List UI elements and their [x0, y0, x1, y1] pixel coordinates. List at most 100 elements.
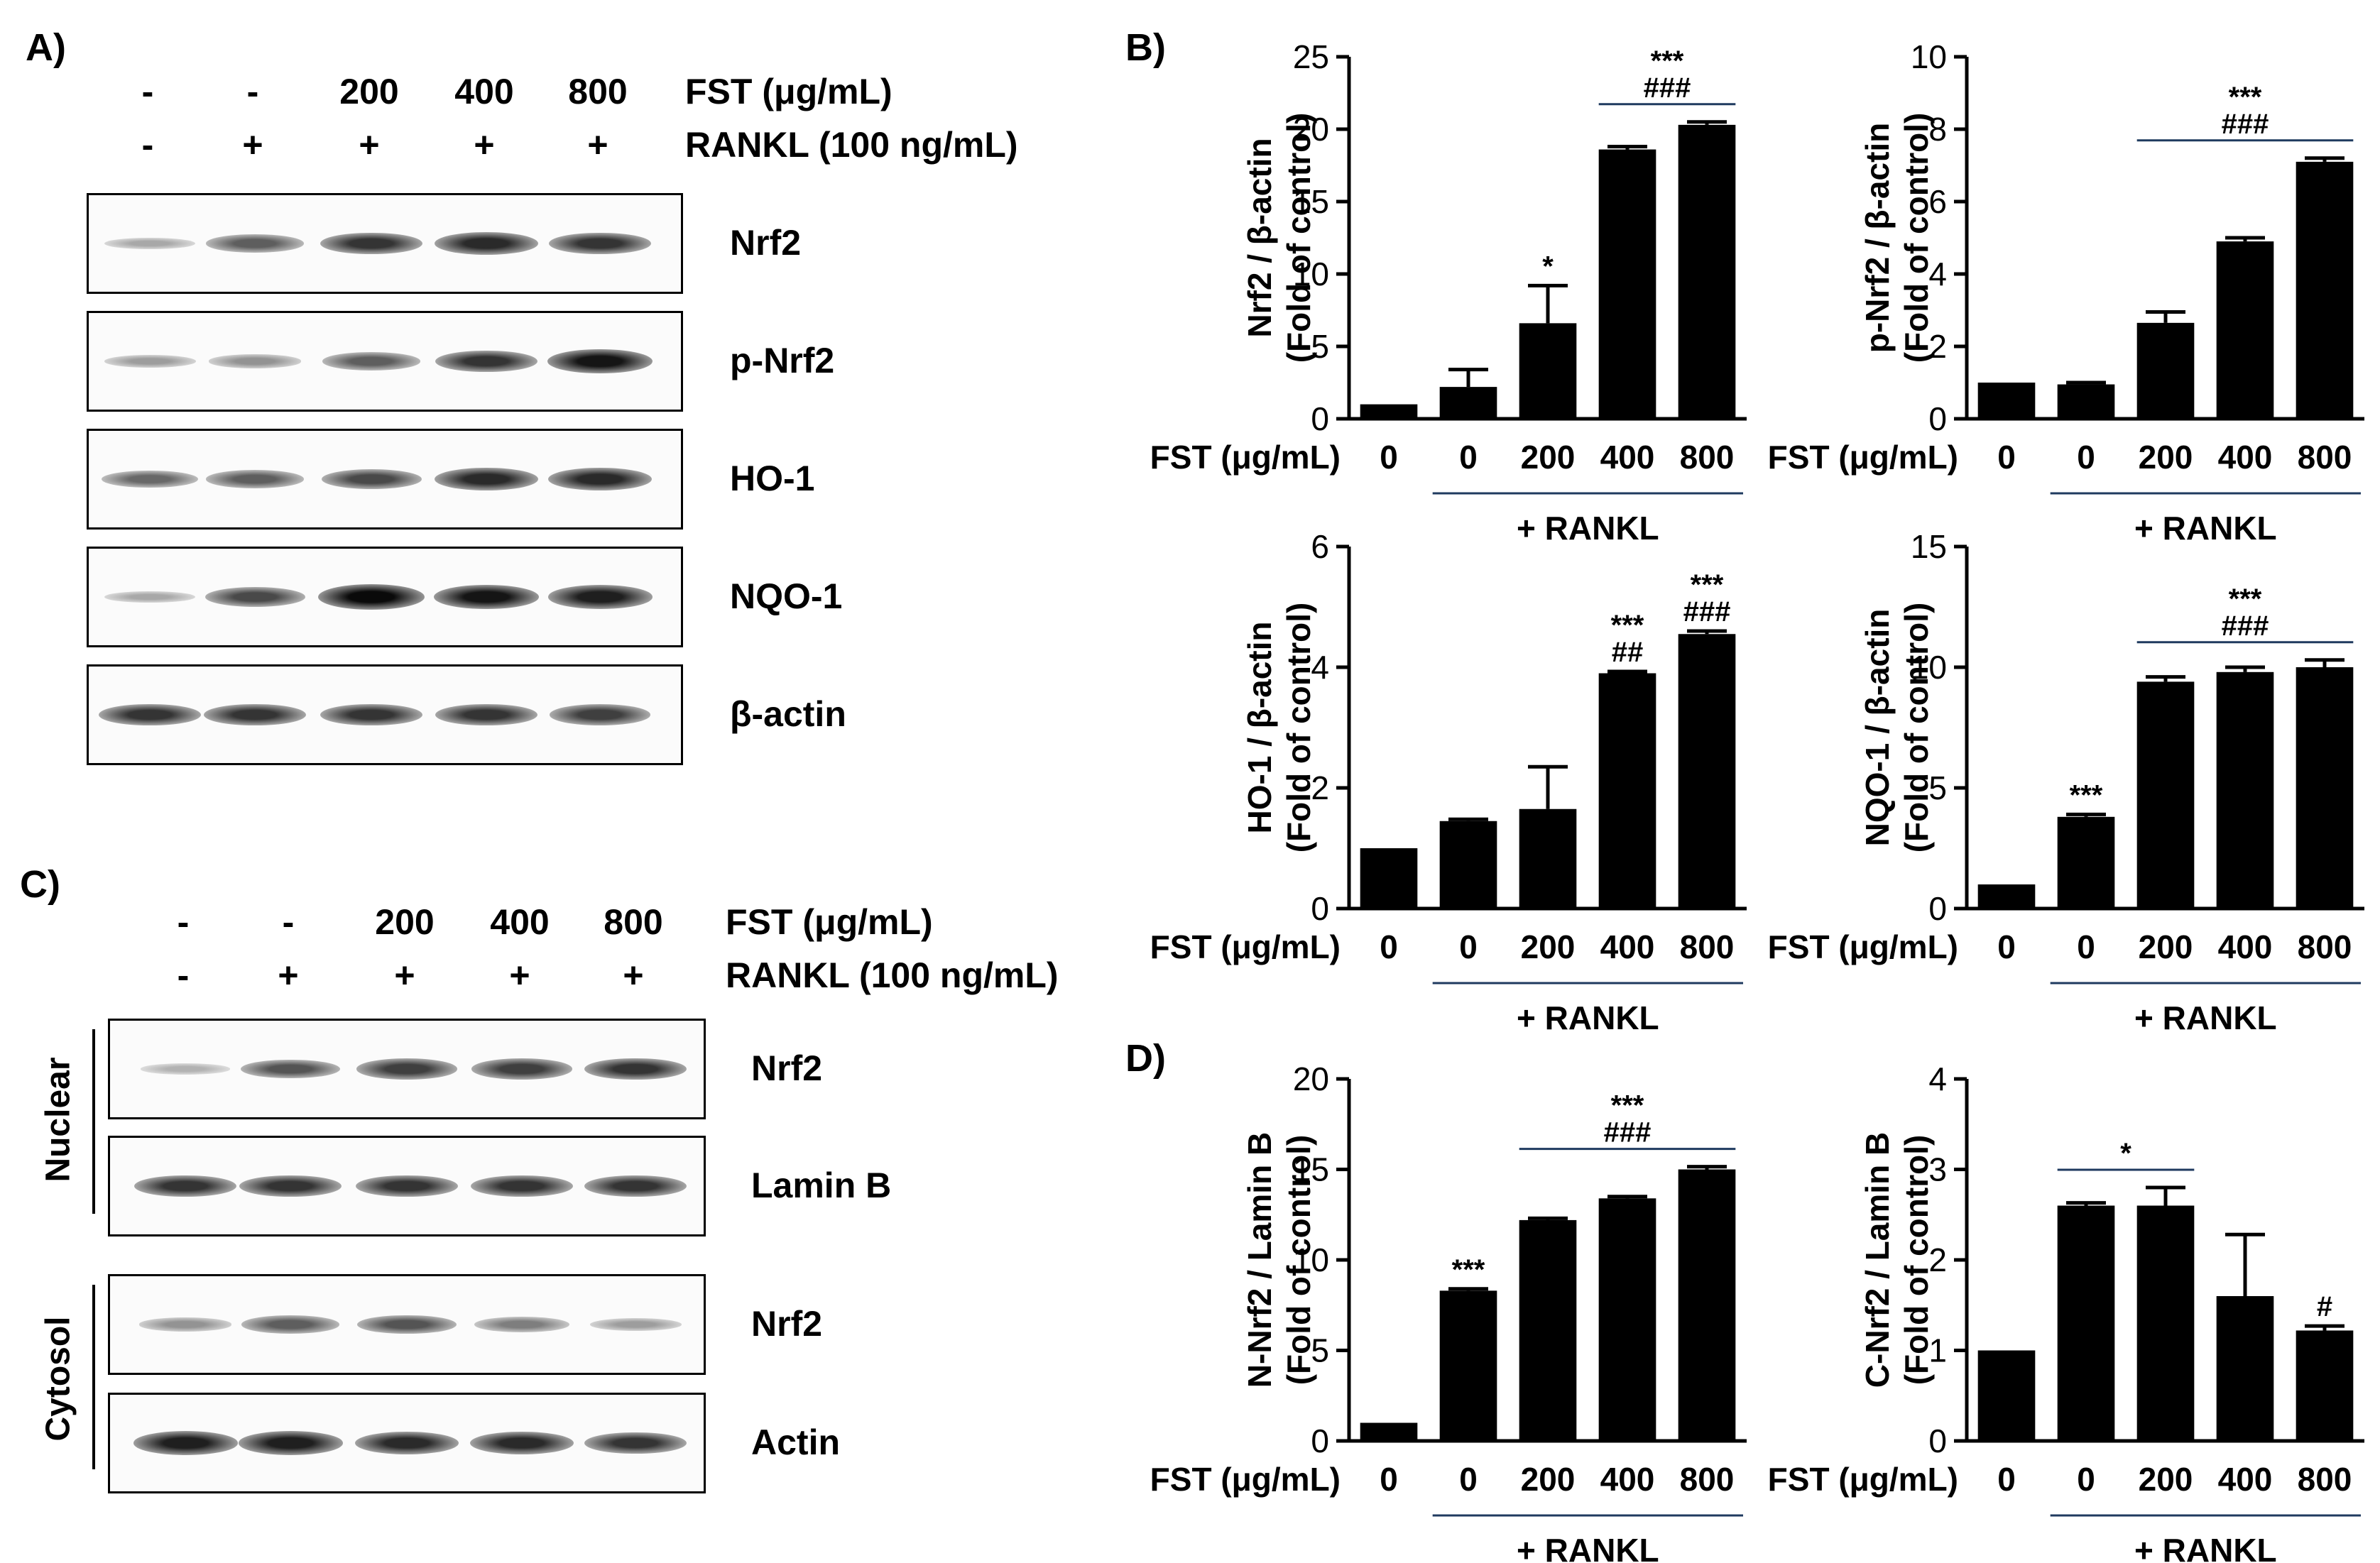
- rankl-header-label: RANKL (100 ng/mL): [726, 955, 1059, 995]
- blot-row-label: Actin: [751, 1422, 840, 1462]
- blot-strip: [108, 1136, 706, 1236]
- significance-mark: ###: [2222, 109, 2269, 140]
- bar: [1678, 124, 1736, 419]
- bar: [2296, 1330, 2354, 1441]
- blot-band: [101, 470, 199, 488]
- y-tick-label: 2: [1928, 328, 1947, 365]
- significance-mark: ***: [1651, 45, 1684, 77]
- x-tick-label: 400: [2218, 1461, 2273, 1498]
- bar: [2216, 1296, 2274, 1441]
- y-tick-label: 1: [1928, 1332, 1947, 1369]
- panel-label-d: D): [1125, 1037, 1166, 1080]
- chart-ho1-beta-actin: 0 2 4 6 HO-1 / β-actin (Fold of control) 0 0 200…: [1150, 528, 1747, 1036]
- x-axis-label: FST (μg/mL): [1768, 928, 1958, 965]
- y-tick-label: 6: [1311, 528, 1329, 565]
- y-tick-label: 10: [1911, 649, 1947, 686]
- blot-band: [134, 1175, 236, 1197]
- rankl-header-cell: -: [177, 955, 190, 995]
- blot-strip: [108, 1393, 706, 1493]
- bar: [2057, 816, 2115, 909]
- x-tick-label: 0: [1997, 1461, 2016, 1498]
- chart-c-nrf2-lamin-b: 0 1 2 3 4 C-Nrf2 / Lamin B (Fold of control) 0 0…: [1768, 1060, 2364, 1563]
- bar: [1439, 387, 1497, 419]
- y-tick-label: 0: [1311, 1422, 1329, 1459]
- blot-strip: [87, 311, 683, 412]
- x-tick-label: 400: [1600, 1461, 1655, 1498]
- nuclear-bracket-line: [92, 1029, 95, 1214]
- significance-mark: ***: [2229, 82, 2262, 113]
- blot-band: [133, 1431, 238, 1455]
- blot-row-label: HO-1: [730, 459, 815, 498]
- y-tick-label: 5: [1311, 1332, 1329, 1369]
- blot-band: [99, 703, 201, 726]
- y-axis-label-line1: Nrf2 / β-actin: [1241, 138, 1278, 337]
- bar: [1360, 848, 1418, 909]
- x-tick-label: 800: [2298, 1461, 2352, 1498]
- y-tick-label: 15: [1293, 1151, 1329, 1188]
- blot-band: [241, 1059, 340, 1079]
- y-tick-label: 20: [1293, 1060, 1329, 1097]
- x-tick-label: 400: [2218, 928, 2273, 965]
- significance-mark: #: [2317, 1291, 2332, 1322]
- bar: [2296, 161, 2354, 419]
- bar: [1598, 149, 1656, 419]
- chart-p-nrf2-beta-actin: 0 2 4 6 8 10 p-Nrf2 / β-actin (Fold of control)…: [1768, 38, 2364, 547]
- bar: [1977, 1350, 2036, 1441]
- y-tick-label: 2: [1928, 1241, 1947, 1278]
- y-tick-label: 10: [1293, 256, 1329, 292]
- fst-header-cell: 200: [339, 72, 399, 111]
- rankl-header-cell: -: [141, 125, 154, 165]
- blot-strip: [87, 193, 683, 294]
- y-tick-label: 10: [1293, 1241, 1329, 1278]
- group-label: + RANKL: [2134, 1532, 2277, 1563]
- chart-nrf2-beta-actin: 0 5 10 15 20 25 Nrf2 / β-actin (Fold of control…: [1150, 38, 1747, 547]
- bar: [2136, 1205, 2195, 1441]
- y-tick-label: 0: [1928, 1422, 1947, 1459]
- fst-header-cell: 800: [604, 902, 663, 942]
- y-tick-label: 5: [1928, 769, 1947, 806]
- y-tick-label: 0: [1311, 890, 1329, 927]
- blot-row-label: β-actin: [730, 694, 846, 734]
- bar: [1977, 383, 2036, 419]
- x-tick-label: 400: [1600, 928, 1655, 965]
- blot-band: [547, 349, 653, 374]
- y-axis-label-line2: (Fold of control): [1898, 113, 1935, 363]
- blot-band: [321, 468, 422, 490]
- group-label: + RANKL: [1517, 999, 1659, 1036]
- significance-mark: ***: [2070, 779, 2103, 811]
- cytosol-label: Cytosol: [39, 1316, 77, 1442]
- fst-header-cell: 200: [375, 902, 435, 942]
- blot-row-label: Nrf2: [730, 223, 802, 263]
- significance-mark: *: [1542, 251, 1554, 282]
- blot-row-label: NQO-1: [730, 576, 843, 616]
- bar: [1519, 808, 1577, 909]
- blot-row-label: Nrf2: [751, 1048, 823, 1088]
- blot-band: [549, 704, 651, 725]
- y-tick-label: 6: [1928, 183, 1947, 220]
- significance-mark: ***: [1691, 569, 1724, 600]
- x-tick-label: 200: [1521, 439, 1576, 476]
- y-axis-label-line2: (Fold of control): [1898, 603, 1935, 853]
- rankl-header-cell: +: [242, 125, 263, 165]
- y-axis-label-line1: HO-1 / β-actin: [1241, 622, 1278, 834]
- y-tick-label: 4: [1311, 649, 1329, 686]
- bar: [1598, 1198, 1656, 1441]
- blot-band: [208, 354, 302, 368]
- significance-mark: *: [2120, 1138, 2131, 1169]
- bar: [1977, 884, 2036, 909]
- significance-mark: ###: [1683, 596, 1731, 627]
- blot-band: [239, 1175, 342, 1197]
- blot-band: [435, 467, 538, 491]
- x-tick-label: 0: [1459, 439, 1478, 476]
- blot-band: [356, 1175, 458, 1197]
- x-tick-label: 0: [2077, 928, 2095, 965]
- significance-mark: ***: [1452, 1254, 1485, 1285]
- bar: [1598, 673, 1656, 909]
- x-tick-label: 0: [1380, 928, 1398, 965]
- fst-header-cell: -: [141, 72, 154, 111]
- blot-band: [471, 1058, 573, 1080]
- blot-band: [433, 584, 540, 610]
- group-label: + RANKL: [2134, 510, 2277, 547]
- blot-band: [141, 1063, 230, 1075]
- y-tick-label: 0: [1928, 890, 1947, 927]
